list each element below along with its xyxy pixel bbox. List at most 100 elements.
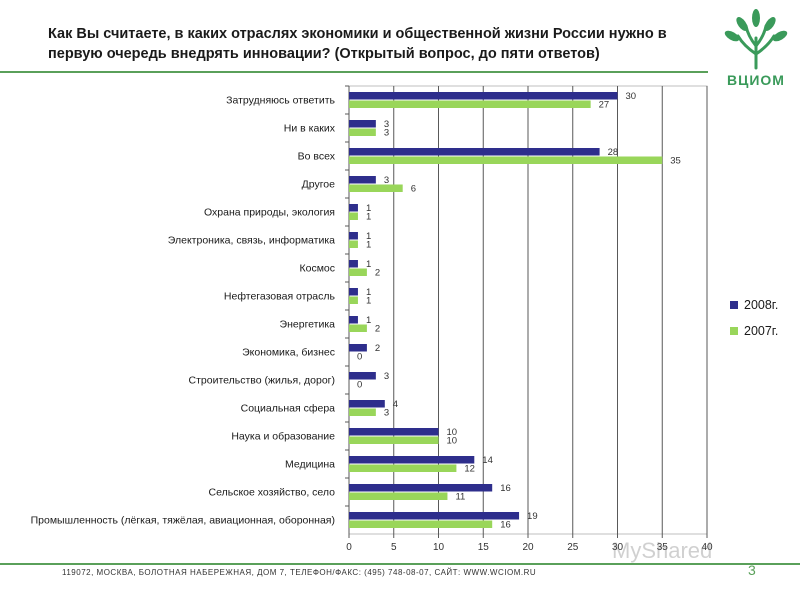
- category-label: Электроника, связь, информатика: [168, 235, 335, 247]
- x-tick-label: 0: [346, 542, 352, 553]
- footer-address: 119072, МОСКВА, БОЛОТНАЯ НАБЕРЕЖНАЯ, ДОМ…: [62, 568, 537, 577]
- data-label-2008: 4: [393, 399, 398, 410]
- bar-2007: [349, 100, 591, 108]
- data-label-2008: 2: [375, 343, 380, 354]
- category-label: Охрана природы, экология: [204, 207, 335, 219]
- x-tick-label: 20: [522, 542, 534, 553]
- bar-2008: [349, 316, 358, 324]
- data-label-2007: 3: [384, 128, 389, 139]
- data-label-2008: 28: [608, 147, 619, 158]
- data-label-2008: 1: [366, 287, 371, 298]
- data-label-2007: 3: [384, 408, 389, 419]
- data-label-2007: 6: [411, 184, 416, 195]
- x-tick-label: 5: [391, 542, 397, 553]
- watermark: MyShared: [612, 538, 713, 563]
- bar-2008: [349, 456, 475, 464]
- data-label-2007: 2: [375, 324, 380, 335]
- data-label-2008: 14: [482, 455, 493, 466]
- category-label: Сельское хозяйство, село: [209, 487, 336, 499]
- x-tick-label: 35: [657, 542, 669, 553]
- bar-2007: [349, 240, 358, 248]
- bar-2008: [349, 232, 358, 240]
- data-label-2007: 16: [500, 520, 511, 531]
- bar-2007: [349, 436, 439, 444]
- category-label: Социальная сфера: [241, 403, 336, 415]
- category-label: Нефтегазовая отрасль: [224, 291, 336, 303]
- bar-2008: [349, 148, 600, 156]
- legend-swatch-2007: [730, 327, 738, 335]
- x-tick-label: 10: [433, 542, 445, 553]
- data-label-2007: 27: [599, 100, 610, 111]
- x-tick-label: 25: [567, 542, 579, 553]
- data-label-2007: 0: [357, 352, 362, 363]
- category-label: Наука и образование: [231, 431, 335, 443]
- data-label-2008: 3: [384, 175, 389, 186]
- data-label-2008: 10: [447, 427, 458, 438]
- data-label-2008: 1: [366, 315, 371, 326]
- data-label-2007: 1: [366, 212, 371, 223]
- data-label-2007: 12: [464, 464, 475, 475]
- data-label-2007: 0: [357, 380, 362, 391]
- footer-divider: [0, 563, 800, 565]
- data-label-2008: 3: [384, 371, 389, 382]
- page-title: Как Вы считаете, в каких отраслях эконом…: [48, 26, 667, 62]
- data-label-2007: 2: [375, 268, 380, 279]
- category-label: Затрудняюсь ответить: [226, 95, 335, 107]
- bar-2008: [349, 372, 376, 380]
- logo-text: ВЦИОМ: [727, 72, 785, 88]
- category-label: Во всех: [298, 151, 336, 163]
- data-label-2007: 1: [366, 240, 371, 251]
- data-label-2008: 3: [384, 119, 389, 130]
- data-label-2007: 35: [670, 156, 681, 167]
- legend-label-2007: 2007г.: [744, 324, 779, 338]
- data-label-2008: 19: [527, 511, 538, 522]
- x-tick-label: 30: [612, 542, 624, 553]
- category-label: Другое: [302, 179, 336, 191]
- bar-2007: [349, 520, 493, 528]
- category-label: Энергетика: [280, 319, 336, 331]
- bar-2008: [349, 344, 367, 352]
- bar-2007: [349, 408, 376, 416]
- bar-2007: [349, 156, 663, 164]
- wciom-logo-icon: [724, 9, 788, 70]
- bar-2007: [349, 268, 367, 276]
- data-label-2008: 1: [366, 259, 371, 270]
- bar-2007: [349, 184, 403, 192]
- category-label: Ни в каких: [284, 123, 336, 135]
- x-tick-label: 40: [701, 542, 713, 553]
- bar-2008: [349, 288, 358, 296]
- legend-swatch-2008: [730, 301, 738, 309]
- x-tick-label: 15: [478, 542, 490, 553]
- bar-2007: [349, 212, 358, 220]
- bar-2008: [349, 428, 439, 436]
- header-divider: [0, 71, 708, 73]
- data-label-2008: 1: [366, 203, 371, 214]
- legend-label-2008: 2008г.: [744, 298, 779, 312]
- chart-legend: 2008г. 2007г.: [730, 298, 778, 350]
- data-label-2007: 11: [455, 492, 465, 503]
- bar-2007: [349, 492, 448, 500]
- bar-2008: [349, 92, 618, 100]
- data-label-2008: 30: [626, 91, 637, 102]
- bar-2008: [349, 204, 358, 212]
- bar-2007: [349, 128, 376, 136]
- page-number: 3: [748, 562, 756, 578]
- bar-2008: [349, 176, 376, 184]
- bar-2007: [349, 464, 457, 472]
- legend-item-2008: 2008г.: [730, 298, 778, 312]
- data-label-2008: 16: [500, 483, 511, 494]
- legend-item-2007: 2007г.: [730, 324, 778, 338]
- bar-2008: [349, 400, 385, 408]
- bar-2008: [349, 512, 520, 520]
- category-label: Строительство (жилья, дорог): [189, 375, 335, 387]
- data-label-2007: 1: [366, 296, 371, 307]
- bar-2008: [349, 120, 376, 128]
- bar-2008: [349, 260, 358, 268]
- category-label: Медицина: [285, 459, 335, 471]
- bar-2008: [349, 484, 493, 492]
- category-label: Космос: [299, 263, 335, 275]
- bar-2007: [349, 324, 367, 332]
- data-label-2008: 1: [366, 231, 371, 242]
- bar-2007: [349, 296, 358, 304]
